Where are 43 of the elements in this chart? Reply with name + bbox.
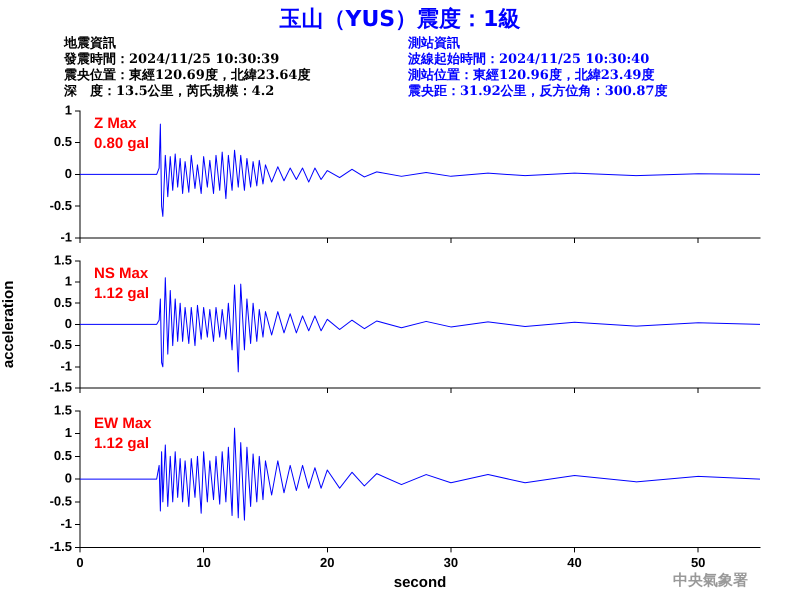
y-tick-label: 0 bbox=[64, 166, 72, 181]
x-tick-label: 50 bbox=[690, 554, 706, 570]
y-tick-label: 1 bbox=[64, 274, 72, 289]
x-tick-label: 40 bbox=[567, 554, 582, 570]
y-tick-label: 1 bbox=[64, 102, 72, 118]
y-tick-label: 1 bbox=[64, 425, 72, 440]
y-tick-label: 0.5 bbox=[54, 294, 72, 310]
text: 發震時間：2024/11/25 10:30:39 bbox=[64, 52, 280, 67]
annotation: Z Max bbox=[94, 114, 138, 132]
text: 波線起始時間：2024/11/25 10:30:40 bbox=[408, 52, 650, 67]
annotation: 1.12 gal bbox=[94, 434, 150, 452]
y-tick-label: -0.5 bbox=[50, 198, 72, 213]
annotation: EW Max bbox=[94, 414, 152, 432]
y-tick-label: 0 bbox=[64, 470, 72, 486]
y-tick-label: 0.5 bbox=[54, 448, 72, 463]
y-tick-label: -1.5 bbox=[50, 380, 72, 395]
x-tick-label: 0 bbox=[76, 554, 84, 570]
y-tick-label: -1 bbox=[60, 516, 72, 532]
annotation: 1.12 gal bbox=[94, 284, 150, 302]
x-tick-label: 30 bbox=[444, 554, 458, 570]
y-axis-title: acceleration bbox=[0, 280, 18, 368]
text: 測站資訊 bbox=[408, 36, 460, 51]
annotation: NS Max bbox=[94, 264, 149, 282]
annotation: 0.80 gal bbox=[94, 134, 150, 152]
y-tick-label: -1 bbox=[60, 358, 72, 374]
text: 震央位置：東經120.69度，北緯23.64度 bbox=[64, 68, 310, 83]
x-tick-label: 10 bbox=[196, 554, 211, 570]
text: 測站位置：東經120.96度，北緯23.49度 bbox=[408, 68, 654, 83]
y-tick-label: -1.5 bbox=[50, 538, 72, 554]
text: 中央氣象署 bbox=[673, 571, 748, 590]
y-tick-label: 0 bbox=[64, 316, 72, 331]
y-tick-label: 0.5 bbox=[54, 134, 72, 150]
x-axis-title: second bbox=[394, 574, 446, 592]
text: 深 度：13.5公里，芮氏規模：4.2 bbox=[64, 84, 274, 99]
y-tick-label: -1 bbox=[60, 230, 72, 245]
y-tick-label: -0.5 bbox=[50, 337, 72, 352]
y-tick-label: -0.5 bbox=[50, 493, 72, 508]
y-tick-label: 1.5 bbox=[54, 402, 72, 418]
chart-title: 玉山（YUS）震度：1級 bbox=[278, 6, 522, 34]
y-tick-label: 1.5 bbox=[54, 252, 72, 268]
x-tick-label: 20 bbox=[320, 554, 335, 570]
text: 震央距：31.92公里，反方位角：300.87度 bbox=[408, 84, 668, 99]
text: 地震資訊 bbox=[64, 36, 116, 51]
